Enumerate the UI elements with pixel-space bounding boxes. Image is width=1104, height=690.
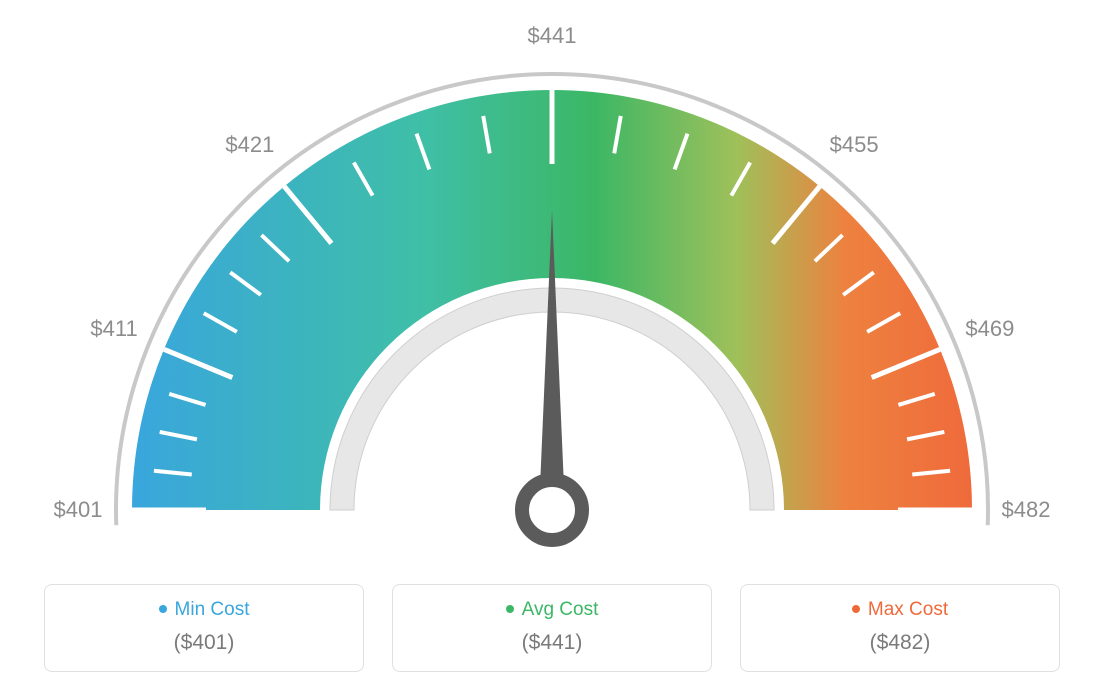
gauge-tick-label: $482 [1002, 497, 1051, 523]
dot-min [159, 605, 167, 613]
legend-card-min: Min Cost ($401) [44, 584, 364, 672]
gauge-tick-label: $469 [965, 316, 1014, 342]
gauge-tick-label: $411 [90, 316, 137, 342]
legend-title-min-text: Min Cost [175, 599, 250, 620]
legend-title-max: Max Cost [759, 599, 1041, 621]
gauge-tick-label: $401 [54, 497, 103, 523]
legend-value-min: ($401) [63, 631, 345, 655]
gauge-tick-label: $421 [225, 132, 274, 158]
dot-avg [506, 605, 514, 613]
legend-title-avg-text: Avg Cost [522, 599, 599, 620]
gauge-tick-label: $441 [528, 23, 577, 49]
legend-value-max: ($482) [759, 631, 1041, 655]
legend-row: Min Cost ($401) Avg Cost ($441) Max Cost… [0, 584, 1104, 672]
gauge-svg [0, 0, 1104, 560]
gauge-tick-label: $455 [830, 132, 879, 158]
legend-value-avg: ($441) [411, 631, 693, 655]
legend-card-max: Max Cost ($482) [740, 584, 1060, 672]
gauge-chart: $401 $411 $421 $441 $455 $469 $482 [0, 0, 1104, 560]
dot-max [852, 605, 860, 613]
legend-card-avg: Avg Cost ($441) [392, 584, 712, 672]
legend-title-avg: Avg Cost [411, 599, 693, 621]
legend-title-min: Min Cost [63, 599, 345, 621]
legend-title-max-text: Max Cost [868, 599, 948, 620]
